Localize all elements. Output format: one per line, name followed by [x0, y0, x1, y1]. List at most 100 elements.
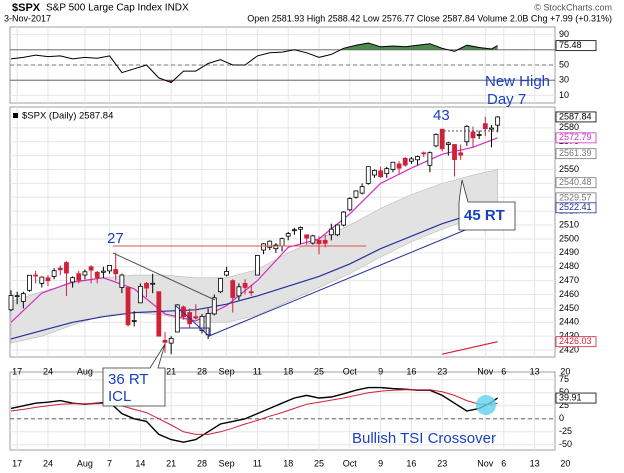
value-tag-label: 2426.03: [559, 336, 592, 346]
candle-body: [156, 291, 162, 337]
candle-body: [452, 144, 457, 160]
candle-body: [107, 265, 112, 272]
value-tag: [555, 132, 597, 144]
candle-body: [254, 255, 260, 276]
y-tick-label: 2440: [559, 317, 579, 327]
candle-body: [353, 190, 359, 198]
x-tick-label: Sep: [219, 366, 235, 376]
y-tick-label: 25: [559, 400, 569, 410]
candle-body: [384, 168, 390, 175]
candle-body: [64, 262, 69, 274]
x-tick-label: 28: [197, 366, 207, 376]
y-tick-label: 2550: [559, 164, 579, 174]
annotation: 45 RT: [464, 207, 505, 224]
value-tag: [555, 336, 597, 348]
x-tick-label: 18: [283, 366, 293, 376]
candle-body: [335, 224, 340, 236]
x-tick-label: 7: [107, 458, 112, 468]
candle-body: [193, 316, 199, 319]
x-tick-label: 13: [530, 366, 540, 376]
x-tick-label: 17: [12, 366, 22, 376]
y-tick-label: -50: [559, 439, 572, 449]
candle-body: [230, 280, 236, 298]
candle-body: [476, 134, 482, 136]
value-tag-label: 2561.39: [559, 148, 592, 158]
candle-body: [458, 152, 464, 156]
candle-body: [267, 240, 273, 248]
candle-body: [199, 315, 205, 332]
x-tick-label: 9: [378, 366, 383, 376]
candle-body: [316, 239, 322, 244]
y-tick-label: 10: [559, 90, 569, 100]
x-tick-label: 25: [314, 366, 324, 376]
candle-body: [445, 142, 451, 145]
candle-body: [211, 297, 217, 315]
candle-body: [137, 285, 143, 304]
candle-body: [291, 229, 297, 232]
x-tick-label: 21: [166, 458, 176, 468]
candle-body: [150, 282, 156, 285]
overbought-fill: [340, 43, 498, 50]
y-tick-label: 2510: [559, 219, 579, 229]
value-tag-label: 2572.79: [559, 132, 592, 142]
candle-body: [57, 267, 63, 271]
candle-body: [273, 244, 279, 250]
value-tag-label: 2540.48: [559, 177, 592, 187]
y-tick-label: 2480: [559, 261, 579, 271]
value-tag: [555, 40, 597, 52]
x-tick-label: 13: [530, 458, 540, 468]
moving-average: [10, 207, 498, 340]
x-tick-label: Sep: [219, 458, 235, 468]
candle-body: [27, 274, 32, 291]
candle-body: [359, 186, 365, 194]
candle-body: [131, 320, 137, 322]
symbol: $SPX: [12, 2, 41, 14]
candle-body: [328, 228, 334, 236]
legend-swatch: [13, 113, 18, 118]
annotation: 43: [433, 107, 450, 124]
callout-box: [458, 179, 516, 231]
value-tag-label: 2522.41: [559, 202, 592, 212]
x-tick-label: 6: [501, 458, 506, 468]
y-tick-label: 50: [559, 59, 569, 69]
candle-body: [427, 152, 433, 166]
panel-frame: [9, 371, 556, 451]
candle-body: [224, 271, 230, 276]
candle-body: [76, 273, 82, 281]
candle-body: [113, 269, 119, 275]
callout-box: [102, 343, 166, 407]
candle-body: [14, 295, 20, 298]
x-tick-label: 11: [253, 366, 262, 376]
candle-body: [421, 152, 427, 155]
y-tick-label: 75: [559, 374, 569, 384]
x-tick-label: 24: [43, 458, 53, 468]
legend-label: $SPX (Daily) 2587.84: [22, 111, 113, 122]
candle-body: [242, 282, 248, 288]
candle-body: [482, 123, 488, 130]
candle-body: [51, 270, 57, 277]
candle-body: [181, 306, 186, 318]
x-tick-label: 6: [501, 366, 506, 376]
candle-body: [144, 282, 149, 289]
candle-body: [390, 161, 396, 170]
y-tick-label: 0: [559, 413, 564, 423]
x-tick-label: Oct: [343, 458, 358, 468]
value-tag-label: 39.91: [559, 392, 582, 402]
value-tag-label: 2587.84: [559, 111, 592, 121]
candle-body: [322, 239, 328, 244]
x-tick-label: 18: [283, 458, 293, 468]
y-tick-label: 2470: [559, 275, 579, 285]
candle-body: [88, 266, 94, 271]
x-tick-label: 11: [253, 458, 262, 468]
candle-body: [174, 304, 180, 333]
candle-body: [464, 125, 470, 143]
candle-body: [408, 158, 414, 162]
value-tag: [555, 148, 597, 160]
x-tick-label: 20: [560, 458, 570, 468]
y-tick-label: 90: [559, 29, 569, 39]
candle-body: [20, 293, 26, 302]
candle-body: [415, 156, 420, 161]
x-tick-label: 14: [135, 458, 145, 468]
y-tick-label: 2460: [559, 289, 579, 299]
